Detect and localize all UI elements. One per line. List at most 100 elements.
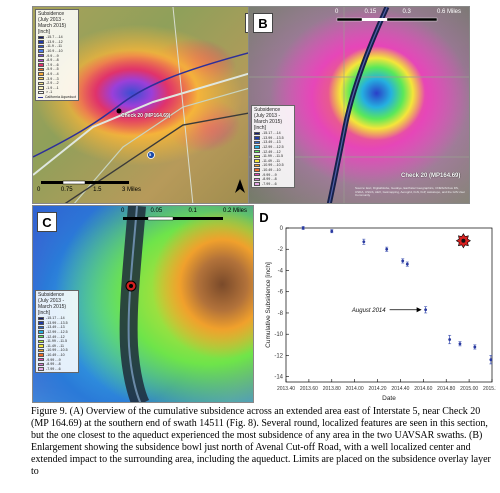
legend-swatch — [254, 168, 260, 172]
scalebar-c: 0 0.05 0.1 0.2 Miles — [121, 208, 251, 226]
check-label: Check 20 (MP164.69) — [121, 113, 171, 119]
legend-swatch — [38, 58, 44, 62]
legend-label: -13.49 - -13 — [46, 325, 65, 330]
scale-labels-c: 0 0.05 0.1 0.2 Miles — [121, 208, 247, 214]
legend-swatch — [38, 362, 44, 366]
data-point — [362, 240, 366, 244]
panel-d-chart: D 0 -2 -4 -6 -8 -10 -12 -14 2013.40 2013.60 2013.8… — [256, 208, 500, 404]
scale-segment — [173, 217, 223, 220]
road-line — [33, 66, 269, 176]
legend-row: -8.9 - -8 — [38, 58, 76, 63]
scale-label: 0.3 — [402, 9, 411, 15]
legend-row: -9.99 - -9 — [254, 172, 292, 177]
legend-row: -10.99 - -10.5 — [38, 348, 76, 353]
legend-row: -10.9 - -10 — [38, 49, 76, 54]
legend-swatch — [38, 63, 44, 67]
scalebar-b: 0 0.15 0.3 0.6 Miles — [335, 9, 465, 27]
legend-row: -9.9 - -9 — [38, 53, 76, 58]
legend-swatch — [38, 44, 44, 49]
legend-a: Subsidence (July 2013 - March 2015) [inc… — [35, 9, 79, 102]
legend-swatch — [38, 49, 44, 53]
scalebar-a: 0 0.75 1.5 3 Miles — [37, 179, 149, 201]
data-point — [401, 259, 405, 263]
legend-label: -13.99 - -13.5 — [262, 135, 284, 140]
legend-label: -10.9 - -10 — [46, 48, 63, 53]
legend-label: -9.99 - -9 — [262, 172, 277, 177]
legend-swatch — [254, 136, 260, 140]
scale-segment — [336, 17, 363, 22]
check-point-marker — [116, 108, 122, 114]
legend-row: -11.49 - -11 — [254, 159, 292, 164]
aqueduct-line — [33, 46, 269, 158]
legend-label: > -1 — [46, 90, 53, 95]
y-tick-label: -14 — [274, 375, 283, 381]
legend-title: Subsidence (July 2013 - March 2015) [inc… — [38, 11, 67, 35]
scale-label: 0 — [335, 9, 339, 15]
legend-swatch — [38, 334, 44, 339]
legend-swatch — [38, 90, 44, 95]
legend-label: -8.99 - -8 — [46, 362, 61, 367]
data-point — [473, 345, 477, 349]
x-tick-label: 2014.20 — [369, 386, 387, 392]
legend-items: -15.7 - -14 -13.9 - -12 -11.9 - -11 -10.9 -… — [38, 35, 76, 95]
legend-swatch — [38, 321, 44, 325]
legend-label: -13.9 - -12 — [46, 39, 63, 44]
y-axis-label: Cumulative Subsidence [inch] — [265, 262, 272, 348]
legend-label: -7.99 - -6 — [262, 181, 277, 186]
legend-c: Subsidence (July 2013 - March 2015) [inc… — [35, 290, 79, 374]
panel-d-label: D — [259, 210, 269, 225]
interstate-line — [64, 108, 269, 203]
scale-label: 0.1 — [188, 208, 197, 214]
y-tick-label: -4 — [278, 268, 284, 274]
y-tick-label: -2 — [278, 247, 284, 253]
legend-label: -8.9 - -8 — [46, 58, 59, 63]
panel-b-label: B — [253, 13, 273, 33]
legend-row: -13.49 - -13 — [254, 140, 292, 145]
scale-segment — [362, 18, 387, 21]
legend-label: -13.49 - -13 — [262, 140, 281, 145]
legend-row: -11.99 - -11.5 — [254, 154, 292, 159]
legend-label: -10.49 - -10 — [46, 352, 65, 357]
scale-label: 0 — [121, 208, 125, 214]
scale-label: 0 — [37, 187, 41, 193]
legend-label: -13.99 - -13.5 — [46, 320, 68, 325]
legend-row: -13.49 - -13 — [38, 325, 76, 330]
legend-swatch — [38, 35, 44, 39]
annotation-arrowhead — [416, 307, 422, 313]
legend-row: > -1 — [38, 90, 76, 95]
legend-label: -10.99 - -10.5 — [46, 348, 68, 353]
x-tick-label: 2014.00 — [346, 386, 364, 392]
legend-label: -7.99 - -6 — [46, 366, 61, 371]
legend-row: -8.99 - -8 — [254, 177, 292, 182]
legend-swatch — [254, 182, 260, 186]
road-line — [172, 7, 194, 203]
legend-items: -15.17 - -14 -13.99 - -13.5 -13.49 - -13 -1… — [254, 131, 292, 186]
annotation-label: August 2014 — [351, 308, 386, 314]
legend-row: -7.99 - -6 — [38, 367, 76, 372]
legend-row: -11.49 - -11 — [38, 344, 76, 349]
highlight-center — [461, 238, 466, 243]
y-tick-label: -10 — [274, 332, 283, 338]
road-line — [73, 81, 269, 203]
legend-row: -15.17 - -14 — [38, 316, 76, 321]
y-tick-label: 0 — [280, 226, 284, 232]
x-tick-label: 2013.60 — [300, 386, 318, 392]
aqueduct-water — [127, 206, 142, 402]
y-tick-label: -12 — [274, 353, 283, 359]
legend-label: -12.99 - -12.5 — [46, 329, 68, 334]
data-point — [385, 247, 389, 251]
legend-label: -11.99 - -11.5 — [262, 154, 284, 159]
legend-swatch — [38, 76, 44, 81]
y-tick-label: -8 — [278, 311, 284, 317]
check-point-center — [129, 284, 133, 288]
legend-swatch — [38, 348, 44, 353]
scale-label: 0.05 — [150, 208, 163, 214]
figure-caption: Figure 9. (A) Overview of the cumulative… — [31, 406, 491, 477]
highway-shield-icon — [147, 151, 155, 159]
x-tick-label: 2015.00 — [460, 386, 478, 392]
legend-label: -11.9 - -11 — [46, 44, 63, 49]
legend-row: -15.17 - -14 — [254, 131, 292, 136]
legend-aqueduct-label: California Aqueduct — [44, 94, 76, 99]
north-arrow-icon — [235, 179, 245, 193]
data-point — [458, 342, 462, 346]
